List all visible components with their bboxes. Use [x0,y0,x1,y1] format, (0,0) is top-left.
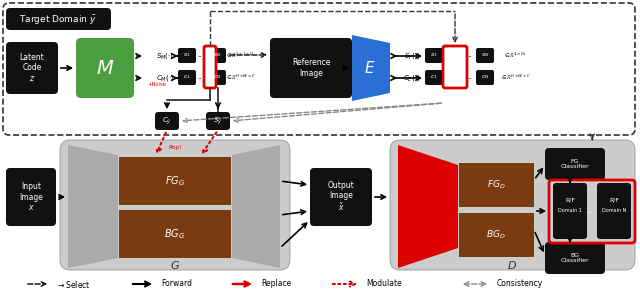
Text: ..: .. [198,52,202,58]
Text: Target Domain $\bar{y}$: Target Domain $\bar{y}$ [19,13,97,25]
Text: ...: ... [587,208,593,214]
Text: $\in\mathbb{R}^{1\times D_s}$: $\in\mathbb{R}^{1\times D_s}$ [503,50,527,60]
Text: $FG_D$: $FG_D$ [486,179,506,191]
FancyBboxPatch shape [6,42,58,94]
Text: Modulate: Modulate [366,280,402,289]
FancyBboxPatch shape [443,46,467,88]
Text: $c_N$: $c_N$ [481,74,490,81]
FancyBboxPatch shape [390,140,635,270]
Text: $c_1$: $c_1$ [183,74,191,81]
Text: Latent
Code
$z$: Latent Code $z$ [20,53,44,83]
Text: Reference
Image: Reference Image [292,58,330,78]
Text: $D$: $D$ [507,259,517,271]
Text: +Noise: +Noise [147,81,166,86]
Text: $BG_D$: $BG_D$ [486,229,506,241]
Text: $c_{\bar{y}}$: $c_{\bar{y}}$ [451,73,459,82]
FancyBboxPatch shape [178,48,196,63]
Text: $c_N$: $c_N$ [212,74,221,81]
Polygon shape [232,145,280,268]
FancyBboxPatch shape [545,242,605,274]
Text: $\in\mathbb{R}^{H\times W\times C}$: $\in\mathbb{R}^{H\times W\times C}$ [500,72,531,82]
Polygon shape [398,145,458,268]
Text: Replace: Replace [261,280,291,289]
Text: Domain N: Domain N [602,207,626,212]
FancyBboxPatch shape [6,8,111,30]
Text: $S_{\bar{y}}$: $S_{\bar{y}}$ [213,115,223,127]
Polygon shape [68,145,118,268]
Text: BG
Classifier: BG Classifier [561,253,589,263]
Text: $C_E(\cdot)$: $C_E(\cdot)$ [403,73,420,83]
FancyBboxPatch shape [476,70,494,85]
Text: R/F: R/F [565,197,575,202]
Text: $G$: $G$ [170,259,180,271]
FancyBboxPatch shape [60,140,290,270]
Text: ..: .. [198,74,202,80]
Bar [459,213,534,257]
FancyBboxPatch shape [206,112,230,130]
FancyBboxPatch shape [208,70,226,85]
Text: $C_M(\cdot)$: $C_M(\cdot)$ [156,73,174,83]
Text: Domain 1: Domain 1 [558,207,582,212]
FancyBboxPatch shape [446,48,464,63]
Text: R/F: R/F [609,197,619,202]
Text: $C_{\bar{y}}$: $C_{\bar{y}}$ [162,115,172,127]
Text: Output
Image
$\tilde{x}$: Output Image $\tilde{x}$ [328,180,355,214]
Text: $s_N$: $s_N$ [212,52,221,59]
Text: $\in\mathbb{R}^{1\times1\times D}$: $\in\mathbb{R}^{1\times1\times D}$ [225,50,255,60]
Text: $c_1$: $c_1$ [430,74,438,81]
Text: $E$: $E$ [364,60,376,76]
FancyBboxPatch shape [155,112,179,130]
FancyBboxPatch shape [6,168,56,226]
Text: ..: .. [468,74,472,80]
Text: Forward: Forward [161,280,192,289]
Text: Input
Image
$x$: Input Image $x$ [19,182,43,212]
Bar [119,210,231,258]
Text: $FG_G$: $FG_G$ [165,174,185,188]
Bar [459,163,534,207]
FancyBboxPatch shape [204,46,216,88]
FancyBboxPatch shape [425,70,443,85]
Text: $\rightarrow$Select: $\rightarrow$Select [56,279,91,289]
FancyBboxPatch shape [178,70,196,85]
FancyBboxPatch shape [545,148,605,180]
Text: Pop!: Pop! [168,146,182,151]
Text: $s_1$: $s_1$ [183,52,191,59]
Text: $S_M(\cdot)$: $S_M(\cdot)$ [156,51,174,61]
FancyBboxPatch shape [208,48,226,63]
FancyBboxPatch shape [270,38,352,98]
Text: $M$: $M$ [96,59,114,78]
Text: $BG_G$: $BG_G$ [164,227,186,241]
FancyBboxPatch shape [597,183,631,239]
FancyBboxPatch shape [425,48,443,63]
FancyBboxPatch shape [76,38,134,98]
FancyBboxPatch shape [446,70,464,85]
Text: $S_F(\cdot)$: $S_F(\cdot)$ [404,51,420,61]
Text: $s_N$: $s_N$ [481,52,489,59]
FancyBboxPatch shape [553,183,587,239]
Polygon shape [352,35,390,101]
Text: $s_1$: $s_1$ [430,52,438,59]
Text: ..: .. [468,52,472,58]
Text: FG
Classifier: FG Classifier [561,159,589,169]
FancyBboxPatch shape [476,48,494,63]
Text: Consistency: Consistency [497,280,543,289]
FancyBboxPatch shape [310,168,372,226]
Bar [119,157,231,205]
Text: $s_{\bar{y}}$: $s_{\bar{y}}$ [451,51,459,60]
Text: $\in\mathbb{R}^{H\times W\times C}$: $\in\mathbb{R}^{H\times W\times C}$ [225,72,255,82]
